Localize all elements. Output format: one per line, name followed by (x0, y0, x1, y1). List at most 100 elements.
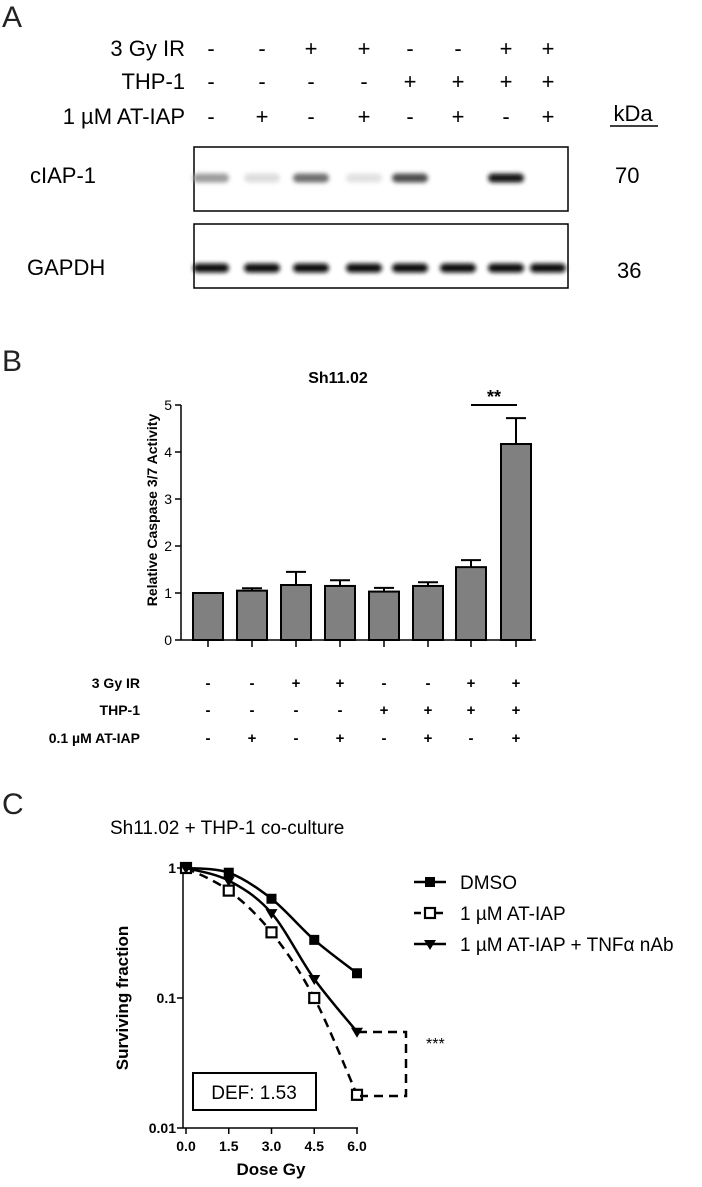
chart-b-y-ticks: 0 1 2 3 4 5 (164, 397, 181, 648)
bar (236, 589, 268, 642)
x-tick-label: 3.0 (262, 1138, 282, 1154)
panel-a-sign: - (406, 36, 413, 61)
data-point (308, 991, 321, 1005)
panel-a-sign: - (502, 104, 509, 129)
y-tick-label: 5 (164, 397, 172, 413)
chart-b-row-label: THP-1 (100, 702, 141, 718)
def-box-text: DEF: 1.53 (211, 1083, 297, 1104)
blot-band (346, 263, 382, 273)
chart-b-sign: + (467, 675, 476, 692)
blot-band (346, 173, 382, 183)
panel-a-sign: + (542, 69, 555, 94)
significance-bracket-c (358, 1030, 408, 1098)
bar (455, 566, 487, 642)
blot-band (488, 173, 524, 183)
y-tick-label: 1 (168, 860, 176, 876)
chart-b-sign: - (294, 730, 299, 747)
chart-b-sign: - (382, 730, 387, 747)
chart-b-sign: + (512, 730, 521, 747)
data-point (265, 909, 278, 920)
panel-a-sign: - (207, 104, 214, 129)
chart-c-legend: DMSO 1 µM AT-IAP 1 µM AT-IAP + TNFα nAb (414, 873, 674, 956)
panel-a-sign: + (358, 36, 371, 61)
blot-band (293, 263, 329, 273)
x-tick-label: 0.0 (176, 1138, 196, 1154)
blot-frame-gapdh (193, 223, 569, 289)
chart-b-sign: + (336, 730, 345, 747)
chart-b-sign: + (512, 675, 521, 692)
panel-a-sign: - (207, 69, 214, 94)
chart-c-y-ticks: 1 0.1 0.01 (149, 860, 183, 1136)
blot-band (193, 173, 229, 183)
blot-band (244, 263, 280, 273)
panel-a-row-label: 1 µM AT-IAP (63, 104, 185, 129)
chart-c-x-ticks: 0.0 1.5 3.0 4.5 6.0 (176, 1128, 367, 1154)
data-point (266, 893, 277, 904)
blot-bands-gapdh (193, 263, 566, 273)
significance-stars-c: *** (426, 1036, 445, 1053)
data-point (424, 940, 436, 950)
panel-a-sign: + (452, 69, 465, 94)
panel-a-sign: + (500, 69, 513, 94)
chart-b-sign: + (380, 702, 389, 719)
chart-b-sign: - (206, 730, 211, 747)
legend-label: 1 µM AT-IAP + TNFα nAb (460, 935, 674, 956)
bar (192, 592, 224, 641)
data-point (352, 968, 362, 979)
panel-a-sign: + (256, 104, 269, 129)
chart-b-sign: + (512, 702, 521, 719)
data-point (308, 975, 321, 986)
chart-b-condition-rows: 3 Gy IR THP-1 0.1 µM AT-IAP - - + + - - + + - - - -… (49, 675, 521, 747)
chart-c-def-box: DEF: 1.53 (192, 1072, 317, 1111)
panel-b: B Sh11.02 Relative Caspase 3/7 Activity … (2, 345, 536, 747)
y-tick-label: 0.1 (157, 990, 177, 1006)
chart-b-sign: + (292, 675, 301, 692)
data-point (425, 877, 435, 887)
y-tick-label: 0.01 (149, 1120, 176, 1136)
blot-band (392, 263, 428, 273)
chart-b-sign: - (338, 702, 343, 719)
data-point (222, 884, 235, 897)
data-point (223, 867, 234, 878)
series-line (185, 866, 358, 1033)
y-tick-label: 4 (164, 444, 172, 460)
y-tick-label: 0 (164, 632, 172, 648)
chart-b-sign: + (424, 702, 433, 719)
panel-a-sign: - (307, 104, 314, 129)
panel-a-sign: + (542, 36, 555, 61)
blot-band (244, 173, 280, 183)
series-line (185, 866, 359, 1096)
panel-a-sign: - (406, 104, 413, 129)
x-tick-label: 4.5 (305, 1138, 325, 1154)
chart-c-series (179, 861, 364, 1101)
data-point (265, 926, 278, 939)
panel-a-row-label: THP-1 (121, 69, 185, 94)
panel-a-sign: + (404, 69, 417, 94)
panel-a-sign: - (360, 69, 367, 94)
panel-b-label: B (2, 345, 22, 378)
chart-b-sign: + (336, 675, 345, 692)
y-tick-label: 3 (164, 491, 172, 507)
panel-a-sign: - (207, 36, 214, 61)
blot-bands-ciap1 (193, 173, 524, 183)
blot-band (293, 173, 329, 183)
panel-a-label: A (2, 1, 22, 34)
def-box-frame (192, 1072, 317, 1111)
chart-c-subtitle: Sh11.02 + THP-1 co-culture (110, 818, 344, 839)
chart-b-row-label: 0.1 µM AT-IAP (49, 730, 140, 746)
significance-stars: ** (487, 387, 501, 407)
legend-label: DMSO (460, 873, 517, 894)
panel-c-label: C (2, 788, 24, 821)
legend-label: 1 µM AT-IAP (460, 904, 566, 925)
panel-a-sign: - (258, 69, 265, 94)
panel-a-sign: + (500, 36, 513, 61)
chart-b-ylabel: Relative Caspase 3/7 Activity (144, 414, 160, 607)
panel-a-sign: + (305, 36, 318, 61)
chart-b-sign: - (250, 702, 255, 719)
blot-band (193, 263, 229, 273)
bar (500, 443, 532, 642)
chart-b-significance: ** (471, 387, 517, 407)
series-group (181, 863, 362, 979)
chart-b-sign: + (248, 730, 257, 747)
data-point (180, 864, 192, 874)
